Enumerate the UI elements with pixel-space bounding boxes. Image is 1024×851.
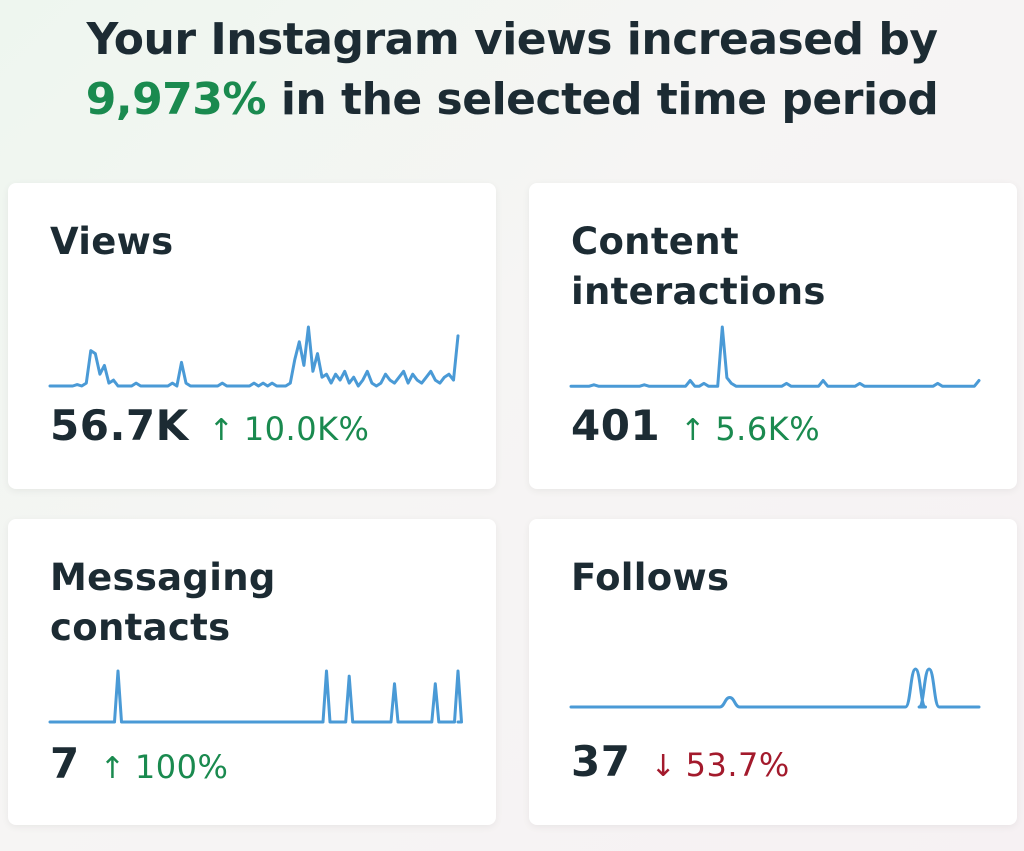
follows-metric: 37 ↓ 53.7% xyxy=(571,737,790,786)
headline-line-1: Your Instagram views increased by xyxy=(86,14,938,65)
follows-line xyxy=(569,667,981,709)
content-interactions-card[interactable]: Content interactions 401 ↑ 5.6K% xyxy=(529,183,1017,489)
views-metric: 56.7K ↑ 10.0K% xyxy=(50,401,369,450)
follows-sparkline xyxy=(569,667,981,709)
card-title: Follows xyxy=(571,556,730,599)
messaging-contacts-metric: 7 ↑ 100% xyxy=(50,739,228,788)
views-card[interactable]: Views 56.7K ↑ 10.0K% xyxy=(8,183,496,489)
content-interactions-metric: 401 ↑ 5.6K% xyxy=(571,401,820,450)
metric-change: 5.6K% xyxy=(715,410,821,448)
metric-value: 7 xyxy=(50,739,80,788)
card-title: Views xyxy=(50,220,174,263)
metric-value: 401 xyxy=(571,401,661,450)
arrow-down-icon: ↓ xyxy=(650,749,676,784)
card-title: Messaging contacts xyxy=(50,556,276,649)
follows-card[interactable]: Follows 37 ↓ 53.7% xyxy=(529,519,1017,825)
views-sparkline xyxy=(48,325,460,388)
metric-value: 56.7K xyxy=(50,401,189,450)
metric-change: 53.7% xyxy=(685,746,790,784)
messaging-contacts-line xyxy=(48,669,463,724)
headline-line-2: 9,973% in the selected time period xyxy=(0,70,1024,130)
metric-value: 37 xyxy=(571,737,631,786)
metric-change: 10.0K% xyxy=(243,410,370,448)
content-interactions-sparkline xyxy=(569,325,981,388)
headline: Your Instagram views increased by 9,973%… xyxy=(0,10,1024,130)
metric-change: 100% xyxy=(134,748,229,786)
headline-percent: 9,973% xyxy=(85,74,267,125)
arrow-up-icon: ↑ xyxy=(680,413,706,448)
content-interactions-line xyxy=(569,325,981,388)
card-title: Content interactions xyxy=(571,220,826,313)
headline-line-2-rest: in the selected time period xyxy=(266,74,939,125)
arrow-up-icon: ↑ xyxy=(208,413,234,448)
views-line xyxy=(48,325,460,388)
messaging-contacts-sparkline xyxy=(48,669,463,724)
messaging-contacts-card[interactable]: Messaging contacts 7 ↑ 100% xyxy=(8,519,496,825)
arrow-up-icon: ↑ xyxy=(99,751,125,786)
